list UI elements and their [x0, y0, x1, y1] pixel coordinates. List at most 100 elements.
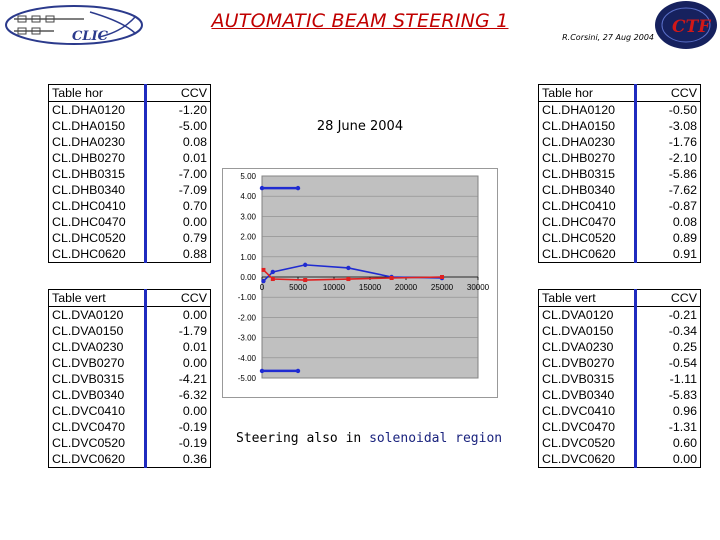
ccv-value-cell: 0.96 [635, 403, 701, 419]
data-point [346, 265, 351, 271]
ccv-value-cell: -5.86 [635, 166, 701, 182]
corrector-name-cell: CL.DVC0470 [48, 419, 147, 435]
ccv-value-cell: -3.08 [635, 118, 701, 134]
corrector-name-cell: CL.DHB0315 [538, 166, 637, 182]
table-row: CL.DVC0520 0.60 [538, 435, 701, 451]
table-row: CL.DVC0470 -0.19 [48, 419, 211, 435]
clic-logo: CLIC [4, 4, 144, 46]
ccv-value-cell: -4.21 [145, 371, 211, 387]
corrector-name-cell: CL.DVA0150 [538, 323, 637, 339]
steering-chart: 5.00 4.00 3.00 2.00 1.00 0.00 -1.00 -2.00 -3.00 -… [222, 168, 498, 398]
corrector-name-cell: CL.DVC0410 [538, 403, 637, 419]
table-row: CL.DVB0315 -4.21 [48, 371, 211, 387]
y-tick-label: -2.00 [238, 313, 257, 322]
table-header-row: Table hor CCV [48, 84, 211, 102]
corrector-name-cell: CL.DHB0340 [48, 182, 147, 198]
corrector-name-cell: CL.DVB0340 [538, 387, 637, 403]
ctf-logo: CTF [652, 0, 718, 50]
corrector-name-cell: CL.DHC0470 [538, 214, 637, 230]
table-row: CL.DHB0270 0.01 [48, 150, 211, 166]
ccv-value-cell: -0.19 [145, 419, 211, 435]
data-point [389, 276, 394, 281]
table-row: CL.DVA0150 -1.79 [48, 323, 211, 339]
ccv-value-cell: -7.62 [635, 182, 701, 198]
table-row: CL.DHA0150 -3.08 [538, 118, 701, 134]
header-ccv-cell: CCV [635, 84, 701, 102]
table-row: CL.DHB0340 -7.62 [538, 182, 701, 198]
ccv-value-cell: -1.11 [635, 371, 701, 387]
table-row: CL.DVC0620 0.00 [538, 451, 701, 468]
author-date: R.Corsini, 27 Aug 2004 [562, 33, 654, 42]
ccv-value-cell: 0.00 [145, 214, 211, 230]
header-ccv-cell: CCV [145, 289, 211, 307]
table-row: CL.DHC0410 -0.87 [538, 198, 701, 214]
data-point [440, 275, 444, 279]
ccv-value-cell: -0.87 [635, 198, 701, 214]
header-name-cell: Table hor [538, 84, 637, 102]
ccv-value-cell: 0.89 [635, 230, 701, 246]
corrector-name-cell: CL.DHB0315 [48, 166, 147, 182]
table-row: CL.DVA0230 0.25 [538, 339, 701, 355]
caption-prefix: Steering also in [236, 431, 370, 446]
table-row: CL.DHA0230 -1.76 [538, 134, 701, 150]
page-title: AUTOMATIC BEAM STEERING 1 [211, 10, 509, 32]
ccv-value-cell: 0.00 [145, 306, 211, 323]
table-row: CL.DHB0270 -2.10 [538, 150, 701, 166]
ccv-value-cell: 0.36 [145, 451, 211, 468]
corrector-name-cell: CL.DVA0230 [538, 339, 637, 355]
ccv-value-cell: 0.08 [635, 214, 701, 230]
ccv-value-cell: -1.31 [635, 419, 701, 435]
corrector-name-cell: CL.DHC0620 [538, 246, 637, 263]
corrector-name-cell: CL.DVA0230 [48, 339, 147, 355]
corrector-name-cell: CL.DVC0520 [48, 435, 147, 451]
corrector-name-cell: CL.DVC0410 [48, 403, 147, 419]
x-tick-label: 0 [260, 283, 265, 292]
corrector-name-cell: CL.DHB0270 [538, 150, 637, 166]
data-point [295, 368, 301, 374]
table-row: CL.DVB0315 -1.11 [538, 371, 701, 387]
corrector-name-cell: CL.DHA0230 [48, 134, 147, 150]
ccv-value-cell: -1.76 [635, 134, 701, 150]
y-tick-label: 2.00 [240, 233, 256, 242]
corrector-name-cell: CL.DHC0520 [538, 230, 637, 246]
corrector-name-cell: CL.DHA0150 [48, 118, 147, 134]
x-tick-label: 10000 [323, 283, 346, 292]
data-point [259, 185, 265, 191]
table-row: CL.DVC0410 0.00 [48, 403, 211, 419]
ccv-value-cell: -7.00 [145, 166, 211, 182]
table-row: CL.DVA0120 0.00 [48, 306, 211, 323]
ccv-value-cell: 0.79 [145, 230, 211, 246]
ccv-value-cell: -0.21 [635, 306, 701, 323]
date-label: 28 June 2004 [316, 119, 404, 134]
table-row: CL.DHC0410 0.70 [48, 198, 211, 214]
left-vert-table: Table vert CCV CL.DVA0120 0.00 CL.DVA0150 -1.… [48, 289, 211, 468]
ccv-value-cell: -0.50 [635, 101, 701, 118]
y-tick-label: 1.00 [240, 253, 256, 262]
x-tick-label: 20000 [395, 283, 418, 292]
table-row: CL.DVA0120 -0.21 [538, 306, 701, 323]
y-tick-label: 0.00 [240, 273, 256, 282]
data-point [261, 278, 266, 284]
data-point [303, 278, 308, 283]
table-row: CL.DVB0340 -6.32 [48, 387, 211, 403]
y-tick-label: 5.00 [240, 172, 256, 181]
clic-logo-text: CLIC [72, 29, 109, 44]
corrector-name-cell: CL.DHA0150 [538, 118, 637, 134]
ccv-value-cell: 0.88 [145, 246, 211, 263]
table-row: CL.DHA0150 -5.00 [48, 118, 211, 134]
y-tick-label: -3.00 [238, 334, 257, 343]
ccv-value-cell: 0.70 [145, 198, 211, 214]
table-header-row: Table vert CCV [48, 289, 211, 307]
table-row: CL.DHC0520 0.79 [48, 230, 211, 246]
ccv-value-cell: 0.00 [145, 355, 211, 371]
ccv-value-cell: -0.54 [635, 355, 701, 371]
corrector-name-cell: CL.DHC0410 [538, 198, 637, 214]
data-point [261, 267, 266, 272]
ccv-value-cell: 0.60 [635, 435, 701, 451]
corrector-name-cell: CL.DHA0120 [538, 101, 637, 118]
x-tick-label: 5000 [289, 283, 307, 292]
ccv-value-cell: -2.10 [635, 150, 701, 166]
corrector-name-cell: CL.DVA0120 [538, 306, 637, 323]
table-row: CL.DHC0520 0.89 [538, 230, 701, 246]
corrector-name-cell: CL.DVB0340 [48, 387, 147, 403]
